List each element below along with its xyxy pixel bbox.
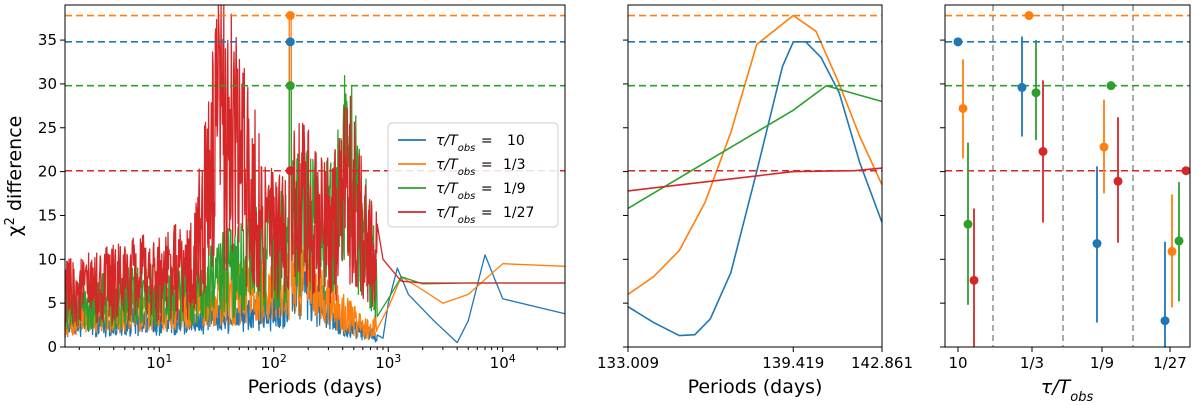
panel-periodogram: 0 5 10 15 20 25 30 35 101 102 103 104 Periods (day… — [3, 4, 566, 398]
middle-series-line — [627, 167, 883, 192]
left-max-marker — [285, 81, 295, 91]
errorbar-point — [953, 37, 963, 47]
left-axes-frame — [64, 4, 566, 348]
left-max-marker — [285, 37, 295, 47]
legend-label: τ/Tobs = 1/3 — [436, 157, 526, 178]
right-x-tick-label: 1/9 — [1090, 354, 1114, 372]
right-x-tick-label: 10 — [948, 354, 967, 372]
errorbar-point — [1167, 246, 1177, 256]
right-x-axis-label: τ/Tobs — [1041, 376, 1094, 405]
middle-y-ticks — [623, 39, 628, 348]
legend-box — [387, 122, 559, 228]
errorbar-point — [1038, 146, 1048, 156]
left-x-tick-label: 101 — [146, 352, 172, 373]
left-series-line — [64, 14, 566, 340]
errorbar-point — [1031, 88, 1041, 98]
errorbar-point — [1099, 142, 1109, 152]
middle-series-line — [627, 14, 883, 296]
middle-x-ticks: 133.009 139.419 142.861 — [597, 347, 913, 372]
middle-series-line — [627, 84, 883, 210]
left-y-tick-label: 25 — [38, 119, 57, 137]
middle-x-axis-label: Periods (days) — [688, 376, 823, 398]
panel-errorbars: 10 1/3 1/9 1/27 τ/Tobs — [940, 4, 1191, 405]
panel-zoom: 133.009 139.419 142.861 Periods (days) — [597, 4, 913, 398]
left-y-tick-label: 15 — [38, 206, 57, 224]
errorbar-point — [1024, 11, 1034, 21]
middle-x-tick-label: 139.419 — [762, 354, 824, 372]
right-x-tick-label: 1/27 — [1153, 354, 1187, 372]
left-y-tick-label: 10 — [38, 250, 57, 268]
left-series-line — [64, 4, 565, 327]
errorbar-point — [1174, 236, 1184, 246]
errorbar-point — [958, 103, 968, 113]
right-x-ticks: 10 1/3 1/9 1/27 — [948, 347, 1187, 372]
middle-series-line — [627, 41, 883, 337]
errorbar-point — [1092, 239, 1102, 249]
middle-x-tick-label: 133.009 — [597, 354, 659, 372]
left-x-axis-label: Periods (days) — [248, 376, 383, 398]
y-axis-label: χ2 difference — [3, 116, 27, 237]
left-x-tick-label: 102 — [261, 352, 287, 373]
left-x-tick-label: 104 — [490, 352, 516, 373]
left-y-tick-label: 30 — [38, 75, 57, 93]
legend-label: τ/Tobs = 10 — [436, 133, 525, 154]
legend-label: τ/Tobs = 1/9 — [436, 181, 526, 202]
left-y-tick-label: 0 — [47, 338, 57, 356]
right-y-ticks — [940, 39, 945, 348]
errorbar-point — [1113, 176, 1123, 186]
middle-x-tick-label: 142.861 — [851, 354, 913, 372]
right-axes-frame — [944, 4, 1191, 348]
left-x-tick-label: 103 — [375, 352, 401, 373]
left-max-marker — [285, 166, 295, 176]
errorbar-point — [963, 219, 973, 229]
left-x-ticks: 101 102 103 104 — [78, 347, 558, 373]
errorbar-point — [969, 275, 979, 285]
errorbar-point — [1181, 166, 1191, 176]
left-y-tick-label: 35 — [38, 31, 57, 49]
legend-label: τ/Tobs = 1/27 — [436, 205, 534, 226]
left-y-tick-label: 20 — [38, 163, 57, 181]
left-y-ticks: 0 5 10 15 20 25 30 35 — [38, 31, 65, 356]
errorbar-point — [1160, 316, 1170, 326]
errorbar-point — [1106, 81, 1116, 91]
right-x-tick-label: 1/3 — [1020, 354, 1044, 372]
errorbar-point — [1017, 82, 1027, 92]
left-y-tick-label: 5 — [47, 294, 57, 312]
middle-axes-frame — [627, 4, 883, 348]
middle-plot-area — [627, 14, 883, 337]
legend: τ/Tobs = 10 τ/Tobs = 1/3 τ/Tobs = 1/9 τ/Tob… — [387, 122, 559, 228]
right-plot-area — [945, 5, 1191, 347]
left-max-marker — [285, 11, 295, 21]
left-plot-area — [64, 4, 566, 344]
